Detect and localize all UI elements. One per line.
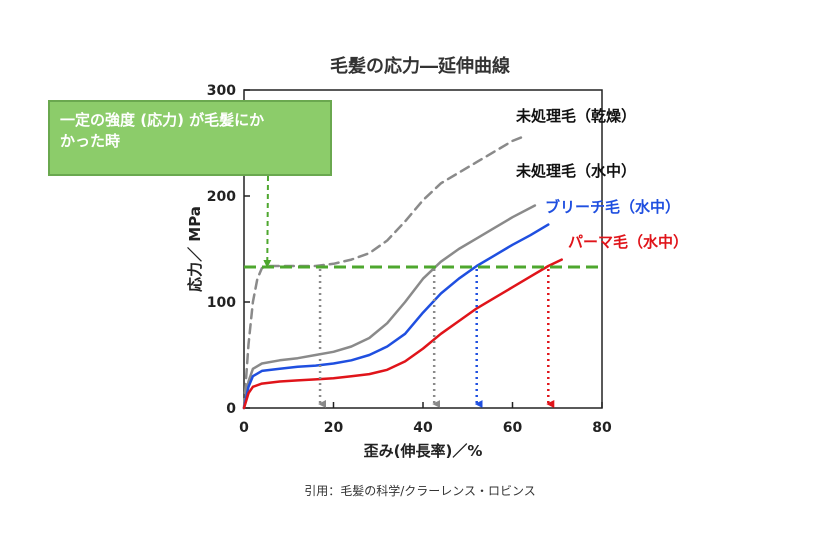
annotation-line-2: かった時	[60, 132, 121, 150]
x-tick-label: 60	[503, 420, 523, 436]
drop-lines	[318, 269, 555, 408]
annotation-callout: 一定の強度 (応力) が毛髪にか かった時	[48, 100, 332, 176]
series-line-3	[242, 258, 563, 410]
series-lines	[242, 134, 563, 410]
y-tick-label: 300	[207, 83, 236, 99]
series-line-2	[242, 223, 550, 410]
y-tick-label: 100	[207, 295, 236, 311]
y-tick-label: 200	[207, 189, 236, 205]
series-label-3: パーマ毛（水中）	[568, 233, 688, 251]
series-labels: 未処理毛（乾燥） 未処理毛（水中） ブリーチ毛（水中） パーマ毛（水中）	[515, 107, 688, 251]
series-line-0	[242, 134, 528, 410]
y-axis-label: 応力／ MPa	[186, 206, 204, 292]
citation-text: 引用：毛髪の科学/クラーレンス・ロビンス	[304, 484, 536, 498]
y-tick-label: 0	[226, 401, 236, 417]
callout-pointer	[263, 175, 272, 269]
x-tick-label: 40	[413, 420, 433, 436]
x-tick-label: 80	[592, 420, 612, 436]
annotation-line-1: 一定の強度 (応力) が毛髪にか	[60, 111, 265, 129]
x-tick-label: 0	[239, 420, 249, 436]
chart-title: 毛髪の応力―延伸曲線	[330, 55, 510, 77]
x-axis-label: 歪み(伸長率)／%	[364, 442, 483, 460]
series-label-1: 未処理毛（水中）	[515, 162, 636, 180]
axis-ticks: 0 20 40 60 80 0 100 200 300	[207, 83, 612, 436]
series-label-0: 未処理毛（乾燥）	[515, 107, 636, 125]
stress-level-line-group	[244, 175, 602, 269]
series-line-1	[242, 204, 537, 410]
x-tick-label: 20	[324, 420, 344, 436]
series-label-2: ブリーチ毛（水中）	[545, 198, 680, 216]
